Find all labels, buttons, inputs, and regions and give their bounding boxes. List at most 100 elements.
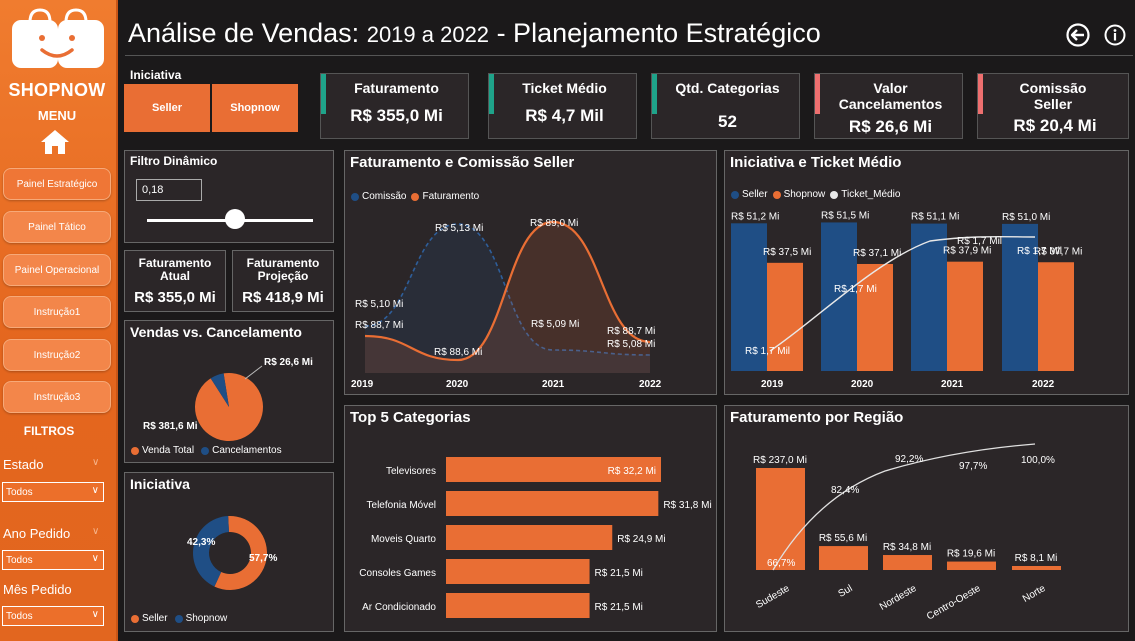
legend-dot (201, 446, 210, 455)
region-value-label: R$ 34,8 Mi (883, 542, 931, 553)
panel-title: Iniciativa (130, 476, 190, 492)
donut-label-shopnow: 42,3% (187, 537, 216, 548)
filter-label-ano: Ano Pedido (3, 526, 71, 541)
bar-seller (1002, 223, 1038, 371)
filter-label-mes: Mês Pedido (3, 582, 72, 597)
category-value-label: R$ 21,5 Mi (595, 602, 643, 613)
title-part-b: 2019 a 2022 (366, 22, 490, 47)
fat-projecao-value: R$ 418,9 Mi (242, 289, 324, 306)
legend-item: Shopnow (783, 189, 826, 200)
mes-select[interactable]: Todos ∨ (2, 606, 104, 626)
faturamento-data-label: R$ 88,6 Mi (434, 347, 482, 358)
legend-item: Faturamento (422, 191, 480, 202)
legend-dot (131, 614, 139, 623)
faturamento-comissao-chart: R$ 5,10 Mi R$ 5,13 Mi R$ 5,09 Mi R$ 5,08 Mi… (351, 218, 662, 390)
chevron-down-icon[interactable]: ∨ (92, 457, 100, 468)
bar-seller (911, 223, 947, 371)
brand-name: SHOPNOW (8, 80, 106, 100)
it-legend: Seller Shopnow Ticket_Médio (731, 189, 900, 200)
category-label: Moveis Quarto (371, 534, 436, 545)
ano-select[interactable]: Todos ∨ (2, 550, 104, 570)
nav-instrucao1[interactable]: Instrução1 (3, 296, 111, 328)
panel-title: Vendas vs. Cancelamento (130, 324, 302, 340)
legend-dot (411, 192, 420, 201)
x-tick-label: 2021 (542, 379, 565, 390)
fat-atual-card: Faturamento Atual R$ 355,0 Mi (124, 250, 226, 312)
kpi-value: R$ 20,4 Mi (1013, 116, 1097, 135)
estado-select[interactable]: Todos ∨ (2, 482, 104, 502)
estado-select-value: Todos (6, 486, 33, 498)
back-arrow-icon[interactable] (1066, 23, 1090, 47)
faturamento-regiao-chart: R$ 237,0 Mi Sudeste R$ 55,6 Mi Sul R$ 34,8 M… (753, 443, 1061, 623)
faturamento-line (364, 220, 651, 362)
category-label: Televisores (386, 466, 436, 477)
initiative-slicer-label: Iniciativa (130, 68, 182, 82)
kpi-accent-bar (815, 74, 820, 114)
faturamento-regiao-panel: Faturamento por Região R$ 237,0 Mi Sudest… (724, 405, 1129, 632)
dynamic-filter-input[interactable]: 0,18 (136, 179, 202, 201)
bar-shopnow (947, 261, 983, 371)
x-tick-label: Norte (1021, 583, 1048, 605)
bar-label-seller: R$ 51,1 Mi (911, 212, 959, 223)
x-tick-label: 2020 (446, 379, 469, 390)
x-tick-label: 2022 (1032, 379, 1055, 390)
vendas-cancel-legend: Venda Total Cancelamentos (131, 445, 282, 456)
kpi-comissao-seller: Comissão Seller R$ 20,4 Mi (977, 73, 1129, 139)
bar-label-shopnow: R$ 37,7 Mi (1034, 246, 1082, 257)
menu-label: MENU (37, 108, 77, 123)
bar-seller (731, 223, 767, 371)
nav-painel-estrategico[interactable]: Painel Estratégico (3, 168, 111, 200)
comissao-area (365, 224, 650, 373)
category-label: Ar Condicionado (362, 602, 436, 613)
top5-categorias-panel: Top 5 Categorias Televisores R$ 32,2 Mi Te… (344, 405, 717, 632)
kpi-accent-bar (489, 74, 494, 114)
iniciativa-legend: Seller Shopnow (131, 613, 227, 624)
cumulative-pct-label: 66,7% (767, 558, 795, 569)
pie-leader-line (244, 365, 263, 380)
top5-categorias-chart: Televisores R$ 32,2 Mi Telefonia Móvel R$ 3… (359, 457, 712, 618)
kpi-label: Ticket Médio (522, 80, 607, 96)
initiative-shopnow-button[interactable]: Shopnow (212, 84, 298, 132)
kpi-label: Valor Cancelamentos (838, 80, 943, 112)
chevron-down-icon: ∨ (91, 609, 99, 620)
filter-label-estado: Estado (3, 457, 44, 472)
vendas-cancel-panel: Vendas vs. Cancelamento R$ 26,6 Mi R$ 38… (124, 320, 334, 463)
home-icon[interactable] (39, 128, 71, 156)
kpi-accent-bar (321, 74, 326, 114)
pie-label-cancel: R$ 26,6 Mi (264, 357, 313, 368)
x-tick-label: 2020 (851, 379, 874, 390)
region-bar (1012, 566, 1061, 570)
legend-item: Cancelamentos (212, 445, 282, 456)
legend-dot (731, 190, 739, 199)
initiative-seller-button[interactable]: Seller (124, 84, 210, 132)
comissao-data-label: R$ 5,13 Mi (435, 223, 483, 234)
donut-slice-seller (214, 516, 267, 590)
shopnow-logo (12, 8, 104, 68)
kpi-valor-cancelamentos: Valor Cancelamentos R$ 26,6 Mi (814, 73, 963, 139)
nav-instrucao3[interactable]: Instrução3 (3, 381, 111, 413)
chevron-down-icon: ∨ (91, 553, 99, 564)
x-tick-label: Nordeste (878, 583, 919, 613)
category-bar (446, 457, 661, 482)
chevron-down-icon[interactable]: ∨ (92, 526, 100, 537)
info-icon[interactable] (1104, 24, 1126, 46)
faturamento-data-label: R$ 88,7 Mi (607, 326, 655, 337)
category-value-label: R$ 31,8 Mi (663, 500, 711, 511)
cumulative-pct-label: 100,0% (1021, 455, 1055, 466)
mes-select-value: Todos (6, 610, 33, 622)
nav-painel-tatico[interactable]: Painel Tático (3, 211, 111, 243)
title-part-a: Análise de Vendas: (128, 18, 360, 48)
dynamic-filter-slider-thumb[interactable] (225, 209, 245, 229)
fat-projecao-card: Faturamento Projeção R$ 418,9 Mi (232, 250, 334, 312)
ticket-medio-label: R$ 1,7 Mil (957, 236, 1002, 247)
nav-instrucao2[interactable]: Instrução2 (3, 339, 111, 371)
kpi-value: R$ 4,7 Mil (525, 106, 604, 125)
kpi-label: Comissão Seller (1019, 80, 1087, 112)
legend-item: Seller (742, 189, 768, 200)
panel-title: Iniciativa e Ticket Médio (730, 154, 902, 171)
nav-painel-operacional[interactable]: Painel Operacional (3, 254, 111, 286)
ticket-medio-label: R$ 1,7 Mi (834, 284, 877, 295)
legend-dot (131, 446, 139, 455)
legend-dot (830, 190, 839, 199)
bar-label-seller: R$ 51,0 Mi (1002, 212, 1050, 223)
